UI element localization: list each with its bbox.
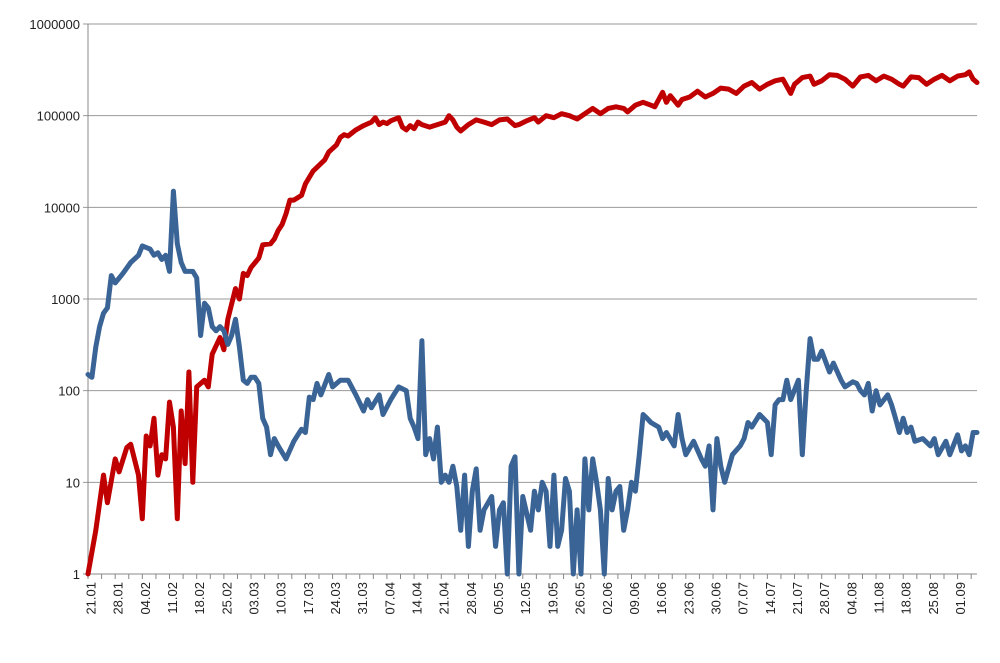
x-tick-label: 28.07 — [817, 582, 832, 615]
x-tick-label: 01.09 — [953, 582, 968, 615]
x-tick-label: 12.05 — [518, 582, 533, 615]
x-tick-label: 30.06 — [708, 582, 723, 615]
series-line-1 — [85, 188, 980, 577]
x-tick-label: 11.08 — [872, 582, 887, 614]
series-lines — [85, 69, 980, 577]
x-tick-label: 21.01 — [83, 582, 98, 615]
y-tick-label: 1 — [73, 567, 80, 582]
x-tick-label: 09.06 — [627, 582, 642, 615]
y-tick-label: 100000 — [37, 109, 80, 124]
x-tick-label: 04.02 — [138, 582, 153, 615]
x-tick-label: 25.08 — [926, 582, 941, 615]
x-axis: 21.01 28.01 04.02 11.02 18.02 25.02 03.03 10.03… — [83, 574, 972, 615]
x-tick-label: 11.02 — [165, 582, 180, 614]
x-tick-label: 03.03 — [246, 582, 261, 615]
x-tick-label: 18.08 — [899, 582, 914, 615]
x-tick-label: 14.07 — [763, 582, 778, 615]
gridlines — [83, 23, 977, 575]
x-tick-label: 04.08 — [844, 582, 859, 615]
series-line-0 — [85, 69, 980, 577]
x-tick-label: 17.03 — [301, 582, 316, 615]
x-tick-label: 05.05 — [491, 582, 506, 615]
x-tick-label: 31.03 — [355, 582, 370, 615]
x-tick-label: 26.05 — [573, 582, 588, 615]
y-axis: 1 10 100 1000 10000 100000 1000000 — [29, 17, 89, 582]
y-tick-label: 1000000 — [29, 17, 80, 32]
x-tick-label: 19.05 — [545, 582, 560, 615]
x-tick-label: 25.02 — [219, 582, 234, 615]
x-tick-label: 18.02 — [192, 582, 207, 615]
x-tick-label: 24.03 — [328, 582, 343, 615]
x-tick-label: 21.04 — [437, 582, 452, 615]
x-tick-label: 23.06 — [681, 582, 696, 615]
y-tick-label: 1000 — [51, 292, 80, 307]
x-tick-label: 14.04 — [410, 582, 425, 615]
x-tick-label: 16.06 — [654, 582, 669, 615]
x-tick-label: 07.07 — [736, 582, 751, 615]
y-tick-label: 100 — [58, 384, 80, 399]
x-tick-label: 28.01 — [111, 582, 126, 615]
x-tick-label: 28.04 — [464, 582, 479, 615]
x-tick-label: 21.07 — [790, 582, 805, 615]
y-tick-label: 10000 — [44, 200, 80, 215]
x-tick-label: 02.06 — [600, 582, 615, 615]
x-tick-label: 10.03 — [274, 582, 289, 615]
y-tick-label: 10 — [66, 475, 80, 490]
x-tick-label: 07.04 — [382, 582, 397, 615]
